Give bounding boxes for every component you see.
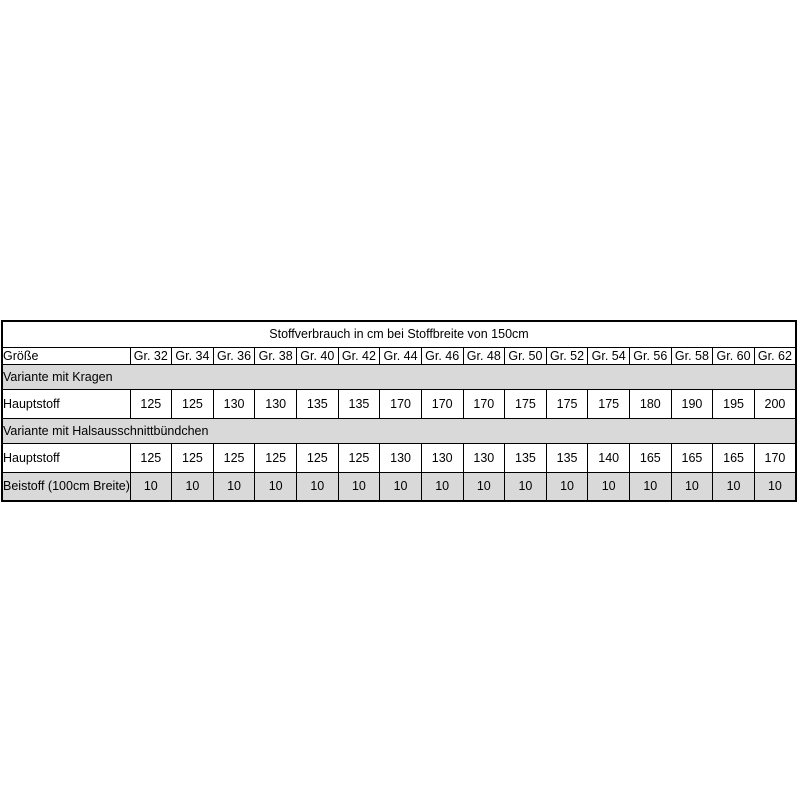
value-cell: 125 <box>171 442 214 473</box>
value-cell: 10 <box>337 471 381 502</box>
value-cell: 125 <box>129 388 173 419</box>
size-header-row: Größe Gr. 32 Gr. 34 Gr. 36 Gr. 38 Gr. 40 Gr. … <box>1 346 797 365</box>
size-column-header: Gr. 48 <box>462 346 506 365</box>
value-cell: 190 <box>670 388 714 419</box>
size-column-header: Gr. 58 <box>670 346 714 365</box>
size-column-header: Gr. 50 <box>504 346 547 365</box>
size-label-cell: Größe <box>1 346 131 365</box>
size-column-header: Gr. 46 <box>420 346 464 365</box>
value-cell: 180 <box>629 388 672 419</box>
data-row: Beistoff (100cm Breite) 10 10 10 10 10 10 10 10 1… <box>1 471 797 502</box>
value-cell: 10 <box>504 471 547 502</box>
section-heading-row: Variante mit Kragen <box>1 363 797 390</box>
data-row: Hauptstoff 125 125 130 130 135 135 170 170 170 175… <box>1 388 797 419</box>
value-cell: 130 <box>254 388 297 419</box>
size-column-header: Gr. 34 <box>171 346 214 365</box>
section-heading: Variante mit Halsausschnittbündchen <box>1 417 797 444</box>
value-cell: 130 <box>212 388 256 419</box>
value-cell: 125 <box>296 442 339 473</box>
table-title: Stoffverbrauch in cm bei Stoffbreite von… <box>1 320 797 348</box>
value-cell: 165 <box>670 442 714 473</box>
value-cell: 10 <box>712 471 755 502</box>
value-cell: 10 <box>296 471 339 502</box>
value-cell: 135 <box>337 388 381 419</box>
row-label: Hauptstoff <box>1 388 131 419</box>
value-cell: 10 <box>212 471 256 502</box>
value-cell: 165 <box>629 442 672 473</box>
value-cell: 140 <box>587 442 630 473</box>
section-heading-row: Variante mit Halsausschnittbündchen <box>1 417 797 444</box>
size-column-header: Gr. 42 <box>337 346 381 365</box>
value-cell: 125 <box>337 442 381 473</box>
value-cell: 10 <box>753 471 797 502</box>
value-cell: 165 <box>712 442 755 473</box>
fabric-consumption-table: Stoffverbrauch in cm bei Stoffbreite von… <box>1 320 797 502</box>
size-column-header: Gr. 40 <box>296 346 339 365</box>
value-cell: 195 <box>712 388 755 419</box>
value-cell: 10 <box>254 471 297 502</box>
table-title-row: Stoffverbrauch in cm bei Stoffbreite von… <box>1 320 797 348</box>
row-label: Hauptstoff <box>1 442 131 473</box>
value-cell: 130 <box>379 442 422 473</box>
value-cell: 135 <box>545 442 589 473</box>
value-cell: 170 <box>420 388 464 419</box>
size-column-header: Gr. 60 <box>712 346 755 365</box>
value-cell: 130 <box>420 442 464 473</box>
value-cell: 135 <box>296 388 339 419</box>
value-cell: 125 <box>171 388 214 419</box>
size-column-header: Gr. 36 <box>212 346 256 365</box>
size-column-header: Gr. 52 <box>545 346 589 365</box>
value-cell: 200 <box>753 388 797 419</box>
value-cell: 135 <box>504 442 547 473</box>
size-column-header: Gr. 44 <box>379 346 422 365</box>
value-cell: 170 <box>753 442 797 473</box>
value-cell: 175 <box>545 388 589 419</box>
value-cell: 10 <box>545 471 589 502</box>
value-cell: 10 <box>171 471 214 502</box>
size-column-header: Gr. 38 <box>254 346 297 365</box>
size-column-header: Gr. 54 <box>587 346 630 365</box>
value-cell: 10 <box>587 471 630 502</box>
value-cell: 10 <box>129 471 173 502</box>
value-cell: 170 <box>379 388 422 419</box>
value-cell: 175 <box>504 388 547 419</box>
value-cell: 125 <box>254 442 297 473</box>
value-cell: 130 <box>462 442 506 473</box>
value-cell: 10 <box>629 471 672 502</box>
value-cell: 10 <box>462 471 506 502</box>
row-label: Beistoff (100cm Breite) <box>1 471 131 502</box>
section-heading: Variante mit Kragen <box>1 363 797 390</box>
value-cell: 10 <box>670 471 714 502</box>
size-column-header: Gr. 56 <box>629 346 672 365</box>
value-cell: 125 <box>129 442 173 473</box>
size-column-header: Gr. 32 <box>129 346 173 365</box>
value-cell: 175 <box>587 388 630 419</box>
value-cell: 125 <box>212 442 256 473</box>
data-row: Hauptstoff 125 125 125 125 125 125 130 130 130 135… <box>1 442 797 473</box>
table-body: Stoffverbrauch in cm bei Stoffbreite von… <box>1 320 797 502</box>
size-column-header: Gr. 62 <box>753 346 797 365</box>
value-cell: 10 <box>379 471 422 502</box>
value-cell: 170 <box>462 388 506 419</box>
value-cell: 10 <box>420 471 464 502</box>
